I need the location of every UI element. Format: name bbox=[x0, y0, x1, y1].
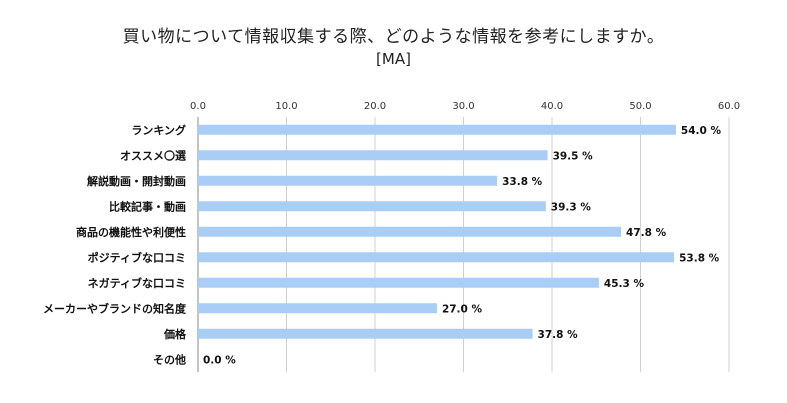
category-label: メーカーやブランドの知名度 bbox=[43, 301, 187, 315]
data-label: 53.8 % bbox=[679, 252, 720, 264]
x-tick-label: 20.0 bbox=[364, 101, 386, 112]
bar bbox=[198, 277, 599, 288]
x-tick-label: 0.0 bbox=[190, 101, 206, 112]
x-tick-label: 30.0 bbox=[452, 101, 474, 112]
bar bbox=[198, 124, 676, 135]
data-label: 54.0 % bbox=[681, 125, 722, 137]
bar bbox=[198, 252, 675, 263]
x-tick-label: 50.0 bbox=[629, 101, 651, 112]
data-label: 45.3 % bbox=[604, 278, 645, 290]
bar bbox=[198, 303, 437, 314]
data-label: 47.8 % bbox=[626, 227, 667, 239]
bar bbox=[198, 226, 622, 237]
bar bbox=[198, 175, 498, 186]
bar bbox=[198, 328, 533, 339]
data-label: 39.3 % bbox=[551, 201, 592, 213]
data-label: 0.0 % bbox=[203, 354, 236, 366]
bar bbox=[198, 150, 548, 161]
x-tick-label: 60.0 bbox=[718, 101, 740, 112]
chart-title: 買い物について情報収集する際、どのような情報を参考にしますか。 bbox=[122, 27, 665, 47]
category-label: ランキング bbox=[131, 123, 186, 137]
category-label: 価格 bbox=[163, 327, 187, 341]
chart-subtitle: [MA] bbox=[376, 50, 411, 68]
data-label: 33.8 % bbox=[502, 176, 543, 188]
category-label: 解説動画・開封動画 bbox=[87, 174, 186, 188]
category-label: オススメ〇選 bbox=[120, 148, 186, 162]
category-label: ネガティブな口コミ bbox=[88, 276, 186, 290]
data-label: 27.0 % bbox=[442, 303, 483, 315]
category-label: 比較記事・動画 bbox=[109, 199, 186, 213]
category-label: 商品の機能性や利便性 bbox=[76, 225, 186, 239]
category-label: その他 bbox=[153, 352, 186, 366]
data-label: 37.8 % bbox=[538, 329, 579, 341]
x-tick-label: 40.0 bbox=[541, 101, 563, 112]
category-label: ポジティブな口コミ bbox=[88, 250, 186, 264]
x-tick-label: 10.0 bbox=[275, 101, 297, 112]
data-label: 39.5 % bbox=[553, 150, 594, 162]
bar bbox=[198, 201, 546, 212]
